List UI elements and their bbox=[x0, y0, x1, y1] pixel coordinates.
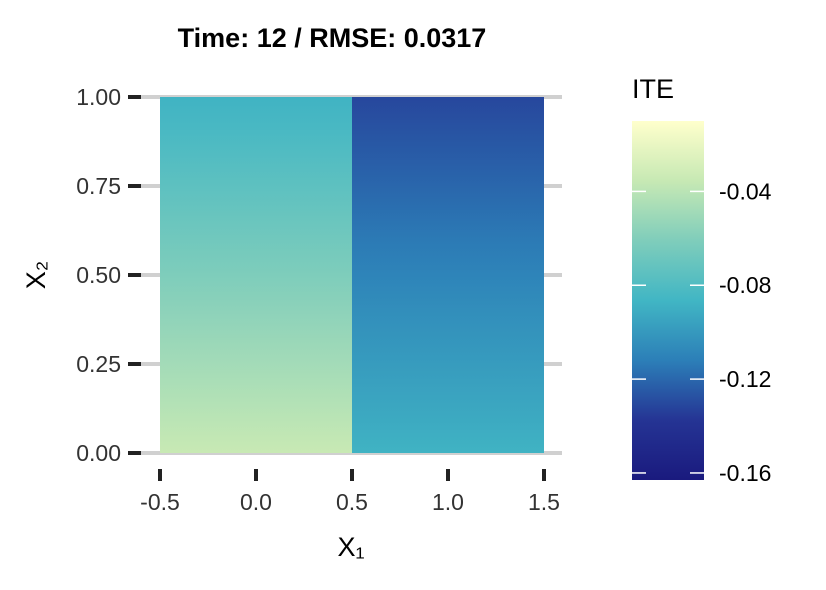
heatmap-cell bbox=[352, 97, 544, 453]
y-tick-label: 0.00 bbox=[76, 440, 121, 466]
legend-tick-label: -0.12 bbox=[719, 366, 771, 392]
x-tick-label: 0.0 bbox=[240, 489, 272, 515]
chart-title: Time: 12 / RMSE: 0.0317 bbox=[178, 23, 487, 53]
colorbar-legend: ITE -0.04 -0.08 -0.12 -0.16 bbox=[632, 74, 772, 486]
y-tick-label: 0.75 bbox=[76, 173, 121, 199]
x-axis: -0.5 0.0 0.5 1.0 1.5 bbox=[140, 469, 560, 515]
x-tick-label: -0.5 bbox=[140, 489, 180, 515]
legend-tick-label: -0.16 bbox=[719, 460, 771, 486]
legend-ticks: -0.04 -0.08 -0.12 -0.16 bbox=[632, 178, 772, 486]
y-axis: 0.00 0.25 0.50 0.75 1.00 bbox=[76, 84, 141, 466]
heatmap-cell bbox=[160, 97, 353, 453]
legend-title: ITE bbox=[632, 74, 674, 104]
y-axis-title: X₂ bbox=[21, 261, 51, 290]
legend-tick-label: -0.04 bbox=[719, 178, 772, 204]
x-tick-label: 1.5 bbox=[528, 489, 560, 515]
colorbar bbox=[632, 121, 704, 480]
heatmap-cells bbox=[160, 97, 544, 453]
x-axis-title: X₁ bbox=[337, 532, 364, 562]
x-tick-label: 1.0 bbox=[432, 489, 464, 515]
y-tick-label: 1.00 bbox=[76, 84, 121, 110]
legend-tick-label: -0.08 bbox=[719, 272, 771, 298]
y-tick-label: 0.50 bbox=[76, 262, 121, 288]
y-tick-label: 0.25 bbox=[76, 351, 121, 377]
x-tick-label: 0.5 bbox=[336, 489, 368, 515]
